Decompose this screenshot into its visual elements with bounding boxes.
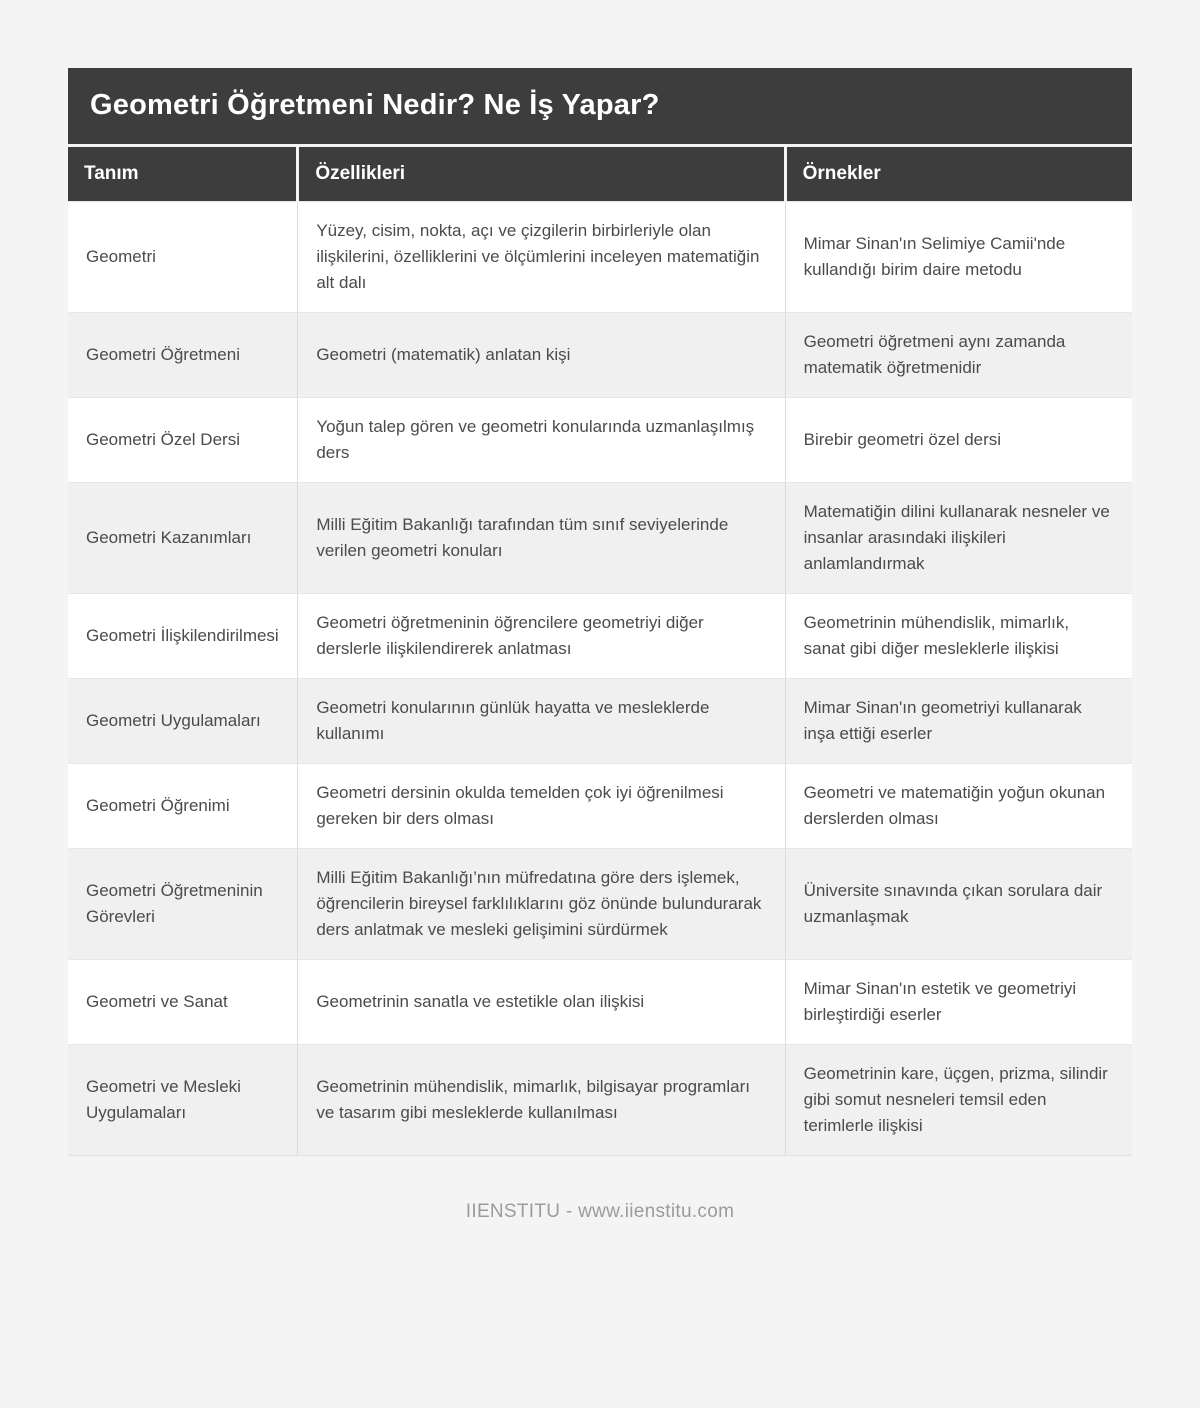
cell-tanim: Geometri Öğrenimi: [86, 796, 230, 815]
cell-ozellikleri: Geometri öğretmeninin öğrencilere geomet…: [297, 593, 786, 679]
cell-ornekler: Geometri öğretmeni aynı zamanda matemati…: [784, 312, 1132, 398]
cell-tanim: Geometri İlişkilendirilmesi: [86, 626, 279, 645]
table-row: Geometri Öğretmeninin Görevleri Milli Eğ…: [68, 848, 1132, 960]
table-row: Geometri İlişkilendirilmesi Geometri öğr…: [68, 593, 1132, 679]
cell-ornekler: Mimar Sinan'ın Selimiye Camii'nde kullan…: [784, 201, 1132, 313]
cell-tanim: Geometri Uygulamaları: [86, 711, 261, 730]
cell-tanim: Geometri Özel Dersi: [86, 430, 240, 449]
cell-ozellikleri: Geometri dersinin okulda temelden çok iy…: [297, 763, 786, 849]
cell-ozellikleri: Yoğun talep gören ve geometri konularınd…: [297, 397, 786, 483]
cell-ozellikleri: Geometri konularının günlük hayatta ve m…: [297, 678, 786, 764]
cell-ozellikleri: Milli Eğitim Bakanlığı tarafından tüm sı…: [297, 482, 786, 594]
table-row: Geometri Yüzey, cisim, nokta, açı ve çiz…: [68, 201, 1132, 313]
page-title: Geometri Öğretmeni Nedir? Ne İş Yapar?: [68, 68, 1132, 144]
cell-ornekler: Geometrinin kare, üçgen, prizma, silindi…: [784, 1044, 1132, 1156]
cell-tanim: Geometri Kazanımları: [86, 528, 252, 547]
cell-ornekler: Geometrinin mühendislik, mimarlık, sanat…: [784, 593, 1132, 679]
table-row: Geometri Uygulamaları Geometri konuların…: [68, 678, 1132, 764]
cell-ornekler: Mimar Sinan'ın geometriyi kullanarak inş…: [784, 678, 1132, 764]
cell-ozellikleri: Yüzey, cisim, nokta, açı ve çizgilerin b…: [297, 201, 786, 313]
cell-ornekler: Birebir geometri özel dersi: [784, 397, 1132, 483]
table-body: Geometri Yüzey, cisim, nokta, açı ve çiz…: [68, 201, 1132, 1156]
cell-tanim: Geometri ve Sanat: [86, 992, 228, 1011]
cell-ozellikleri: Geometri (matematik) anlatan kişi: [297, 312, 786, 398]
cell-ornekler: Matematiğin dilini kullanarak nesneler v…: [784, 482, 1132, 594]
table-row: Geometri ve Mesleki Uygulamaları Geometr…: [68, 1044, 1132, 1156]
column-header-ornekler: Örnekler: [783, 147, 1132, 202]
cell-ozellikleri: Geometrinin sanatla ve estetikle olan il…: [297, 959, 786, 1045]
column-header-tanim: Tanım: [68, 147, 298, 202]
cell-ornekler: Üniversite sınavında çıkan sorulara dair…: [784, 848, 1132, 960]
cell-ornekler: Geometri ve matematiğin yoğun okunan der…: [784, 763, 1132, 849]
cell-ozellikleri: Geometrinin mühendislik, mimarlık, bilgi…: [297, 1044, 786, 1156]
content-card: Geometri Öğretmeni Nedir? Ne İş Yapar? T…: [68, 68, 1132, 1156]
table-row: Geometri ve Sanat Geometrinin sanatla ve…: [68, 959, 1132, 1045]
footer-credit: IIENSTITU - www.iienstitu.com: [465, 1201, 735, 1222]
cell-tanim: Geometri Öğretmeninin Görevleri: [86, 881, 263, 926]
column-header-ozellikleri: Özellikleri: [296, 147, 786, 202]
cell-ozellikleri: Milli Eğitim Bakanlığı’nın müfredatına g…: [297, 848, 786, 960]
cell-tanim: Geometri: [86, 247, 156, 266]
table-row: Geometri Kazanımları Milli Eğitim Bakanl…: [68, 482, 1132, 594]
cell-tanim: Geometri Öğretmeni: [86, 345, 240, 364]
table-row: Geometri Öğrenimi Geometri dersinin okul…: [68, 763, 1132, 849]
cell-tanim: Geometri ve Mesleki Uygulamaları: [86, 1077, 241, 1122]
table-row: Geometri Öğretmeni Geometri (matematik) …: [68, 312, 1132, 398]
cell-ornekler: Mimar Sinan'ın estetik ve geometriyi bir…: [784, 959, 1132, 1045]
table-row: Geometri Özel Dersi Yoğun talep gören ve…: [68, 397, 1132, 483]
info-table: Tanım Özellikleri Örnekler Geometri Yüze…: [68, 147, 1132, 1156]
table-header-row: Tanım Özellikleri Örnekler: [68, 147, 1132, 202]
table-header: Tanım Özellikleri Örnekler: [68, 147, 1132, 202]
